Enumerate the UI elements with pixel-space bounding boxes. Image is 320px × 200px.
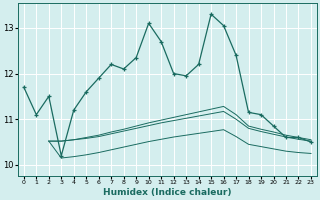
X-axis label: Humidex (Indice chaleur): Humidex (Indice chaleur) <box>103 188 232 197</box>
